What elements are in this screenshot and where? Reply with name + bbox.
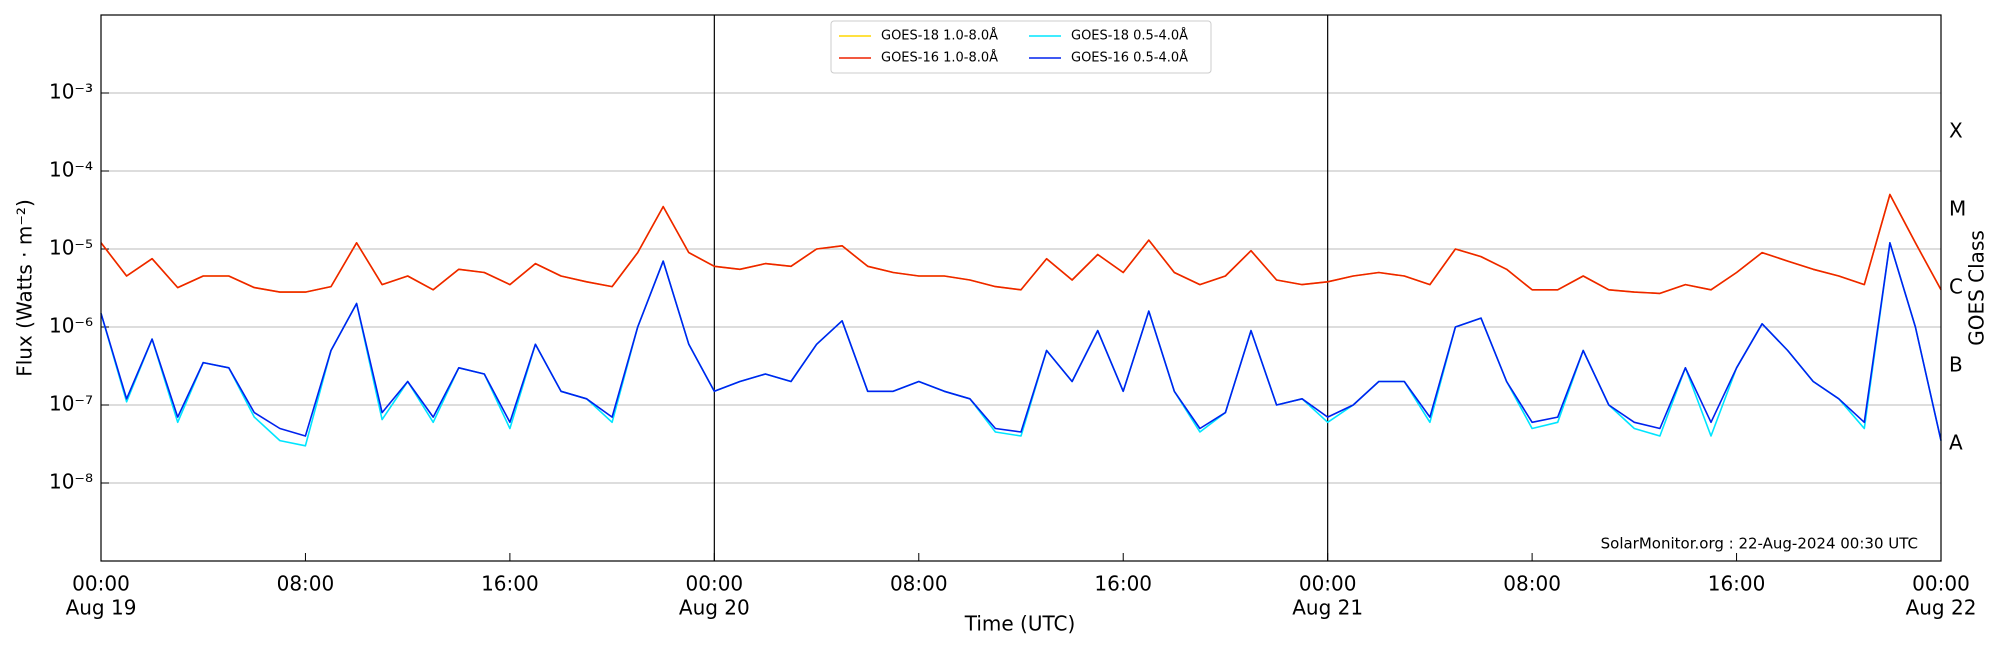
x-tick-label: 00:00 bbox=[1912, 572, 1970, 596]
x-tick-label: 00:00 bbox=[72, 572, 130, 596]
y-tick-label: 10⁻⁴ bbox=[49, 158, 93, 182]
y-tick-label: 10⁻⁵ bbox=[49, 236, 93, 260]
x-tick-label: 16:00 bbox=[481, 572, 539, 596]
x-axis-label: Time (UTC) bbox=[964, 612, 1076, 636]
x-tick-label: 16:00 bbox=[1094, 572, 1152, 596]
y-axis-label: Flux (Watts · m⁻²) bbox=[13, 199, 37, 377]
legend-label: GOES-18 1.0-8.0Å bbox=[881, 28, 998, 44]
y-tick-label: 10⁻⁸ bbox=[49, 470, 93, 494]
x-tick-label: 00:00 bbox=[1299, 572, 1357, 596]
y2-tick-label: X bbox=[1949, 119, 1963, 143]
legend-label: GOES-16 1.0-8.0Å bbox=[881, 50, 998, 66]
y2-tick-label: C bbox=[1949, 275, 1963, 299]
x-tick-date: Aug 19 bbox=[66, 596, 137, 620]
y2-tick-label: B bbox=[1949, 353, 1963, 377]
x-tick-label: 16:00 bbox=[1708, 572, 1766, 596]
x-tick-date: Aug 20 bbox=[679, 596, 750, 620]
plot-frame bbox=[100, 14, 1942, 562]
legend-label: GOES-16 0.5-4.0Å bbox=[1071, 50, 1188, 66]
y-tick-label: 10⁻⁶ bbox=[49, 314, 93, 338]
y2-tick-label: M bbox=[1949, 197, 1966, 221]
x-tick-date: Aug 22 bbox=[1906, 596, 1977, 620]
x-tick-label: 00:00 bbox=[686, 572, 744, 596]
legend-label: GOES-18 0.5-4.0Å bbox=[1071, 28, 1188, 44]
y-tick-label: 10⁻³ bbox=[49, 80, 93, 104]
series-line bbox=[100, 242, 1942, 441]
y-tick-label: 10⁻⁷ bbox=[49, 392, 93, 416]
x-tick-date: Aug 21 bbox=[1292, 596, 1363, 620]
x-tick-label: 08:00 bbox=[890, 572, 948, 596]
legend-box bbox=[830, 20, 1212, 74]
y2-tick-label: A bbox=[1949, 431, 1963, 455]
annotation: SolarMonitor.org : 22-Aug-2024 00:30 UTC bbox=[1601, 535, 1918, 553]
x-tick-label: 08:00 bbox=[277, 572, 335, 596]
series-line bbox=[100, 193, 1942, 295]
series-line bbox=[100, 193, 1942, 295]
y2-axis-label: GOES Class bbox=[1965, 230, 1989, 346]
x-tick-label: 08:00 bbox=[1503, 572, 1561, 596]
